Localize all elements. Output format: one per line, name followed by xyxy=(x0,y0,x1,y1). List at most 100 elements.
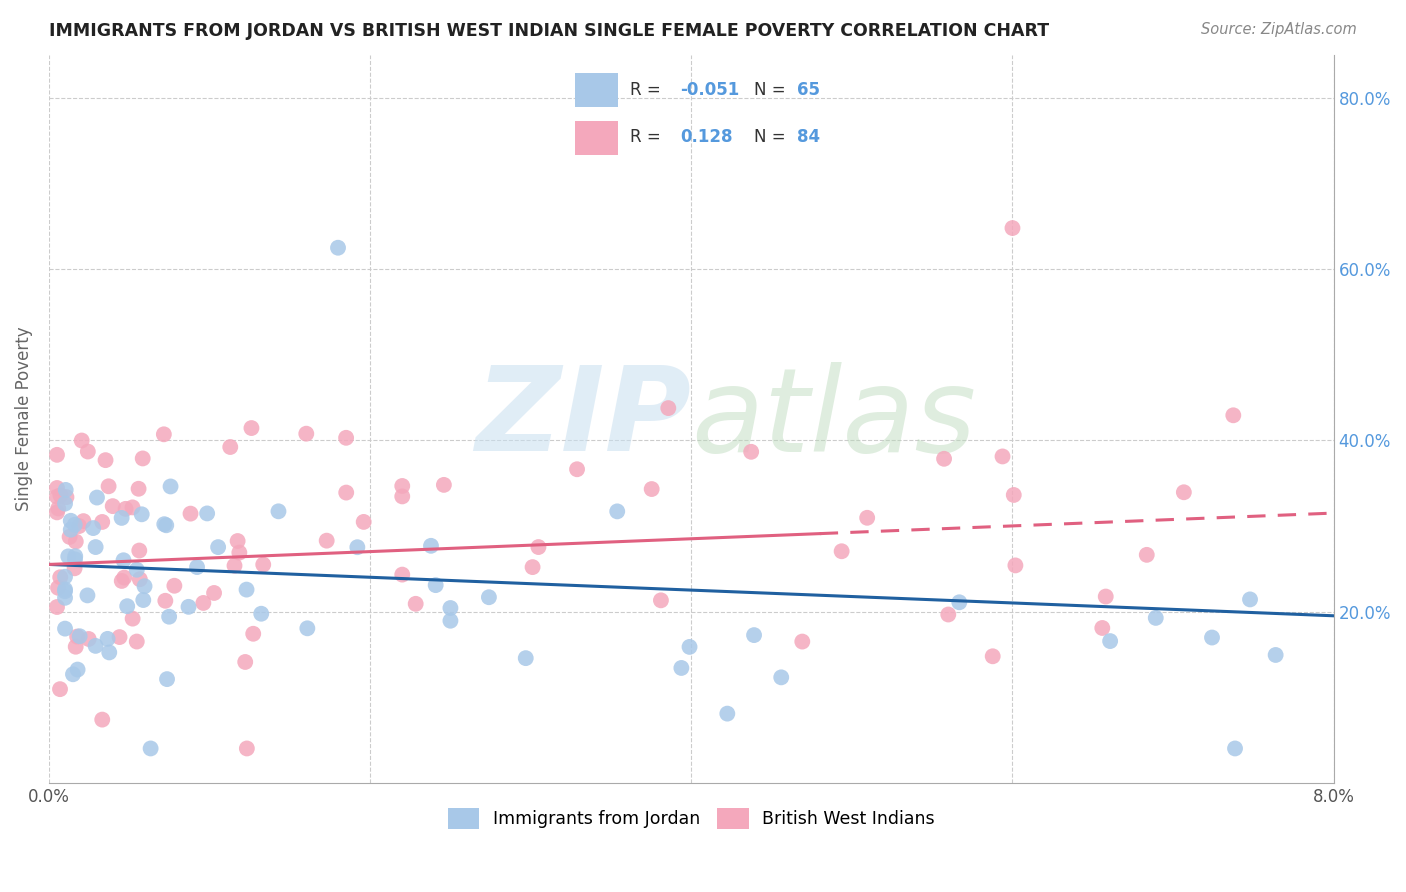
Point xyxy=(1144,611,1167,625)
Point xyxy=(391,490,413,504)
Text: Source: ZipAtlas.com: Source: ZipAtlas.com xyxy=(1201,22,1357,37)
Point xyxy=(716,706,738,721)
Point xyxy=(49,488,72,502)
Point xyxy=(156,672,179,686)
Bar xyxy=(575,121,619,155)
Point xyxy=(856,510,879,524)
Point xyxy=(177,599,200,614)
Point xyxy=(128,572,150,586)
Point xyxy=(112,553,135,567)
Point xyxy=(101,499,124,513)
Point xyxy=(76,444,98,458)
Point xyxy=(163,579,186,593)
Point xyxy=(86,491,108,505)
Point xyxy=(226,534,249,549)
Point xyxy=(180,507,202,521)
Point xyxy=(84,540,107,554)
Point xyxy=(155,518,177,533)
Point xyxy=(55,490,77,504)
Text: R =: R = xyxy=(630,128,661,145)
Point xyxy=(121,500,143,515)
Point xyxy=(49,682,72,697)
Point xyxy=(69,629,91,643)
Point xyxy=(98,645,121,659)
Point xyxy=(72,514,94,528)
Point xyxy=(111,511,134,525)
Point xyxy=(66,663,89,677)
Point xyxy=(1201,631,1223,645)
Point xyxy=(108,630,131,644)
Point xyxy=(97,479,120,493)
Point xyxy=(1222,409,1244,423)
Point xyxy=(97,632,120,646)
Point xyxy=(53,570,76,584)
Point xyxy=(207,540,229,554)
Point xyxy=(1001,221,1024,235)
Point xyxy=(114,501,136,516)
Point xyxy=(53,584,76,599)
Point xyxy=(932,451,955,466)
Point xyxy=(335,431,357,445)
Point xyxy=(46,501,69,516)
Text: -0.051: -0.051 xyxy=(681,80,740,99)
Point xyxy=(295,426,318,441)
Point xyxy=(792,634,814,648)
Point xyxy=(58,549,80,564)
Point xyxy=(391,479,413,493)
Point xyxy=(128,482,150,496)
Point xyxy=(1223,741,1246,756)
Point xyxy=(132,593,155,607)
Point xyxy=(58,530,80,544)
Point xyxy=(125,563,148,577)
Point xyxy=(153,517,176,532)
Point xyxy=(267,504,290,518)
Point xyxy=(186,560,208,574)
Point xyxy=(46,581,69,595)
Point xyxy=(59,523,82,537)
Point xyxy=(53,497,76,511)
Point xyxy=(346,540,368,554)
Text: 65: 65 xyxy=(797,80,821,99)
Point xyxy=(1264,648,1286,662)
Y-axis label: Single Female Poverty: Single Female Poverty xyxy=(15,326,32,511)
Point xyxy=(94,453,117,467)
Point xyxy=(770,670,793,684)
Point xyxy=(91,515,114,529)
Point xyxy=(66,630,89,644)
Point xyxy=(77,632,100,646)
Point xyxy=(195,507,218,521)
Point xyxy=(65,549,87,564)
Point xyxy=(53,591,76,605)
Point xyxy=(139,741,162,756)
Point xyxy=(353,515,375,529)
Point xyxy=(650,593,672,607)
Point xyxy=(131,451,153,466)
Text: IMMIGRANTS FROM JORDAN VS BRITISH WEST INDIAN SINGLE FEMALE POVERTY CORRELATION : IMMIGRANTS FROM JORDAN VS BRITISH WEST I… xyxy=(49,22,1049,40)
Point xyxy=(63,552,86,566)
Point xyxy=(228,546,250,560)
Point xyxy=(134,579,156,593)
Point xyxy=(1094,590,1116,604)
Point xyxy=(1002,488,1025,502)
Point xyxy=(235,582,257,597)
Point xyxy=(65,640,87,654)
Point xyxy=(515,651,537,665)
Point xyxy=(46,600,69,615)
Point xyxy=(240,421,263,435)
Legend: Immigrants from Jordan, British West Indians: Immigrants from Jordan, British West Ind… xyxy=(440,801,942,836)
Point xyxy=(46,505,69,519)
Point xyxy=(236,741,259,756)
Text: atlas: atlas xyxy=(692,362,976,476)
Point xyxy=(326,241,349,255)
Point xyxy=(606,504,628,518)
Point xyxy=(233,655,256,669)
Point xyxy=(159,479,181,493)
Point xyxy=(740,444,762,458)
Point xyxy=(981,649,1004,664)
Point xyxy=(936,607,959,622)
Bar xyxy=(575,73,619,106)
Point xyxy=(193,596,215,610)
Point xyxy=(115,599,138,614)
Point xyxy=(84,639,107,653)
Point xyxy=(831,544,853,558)
